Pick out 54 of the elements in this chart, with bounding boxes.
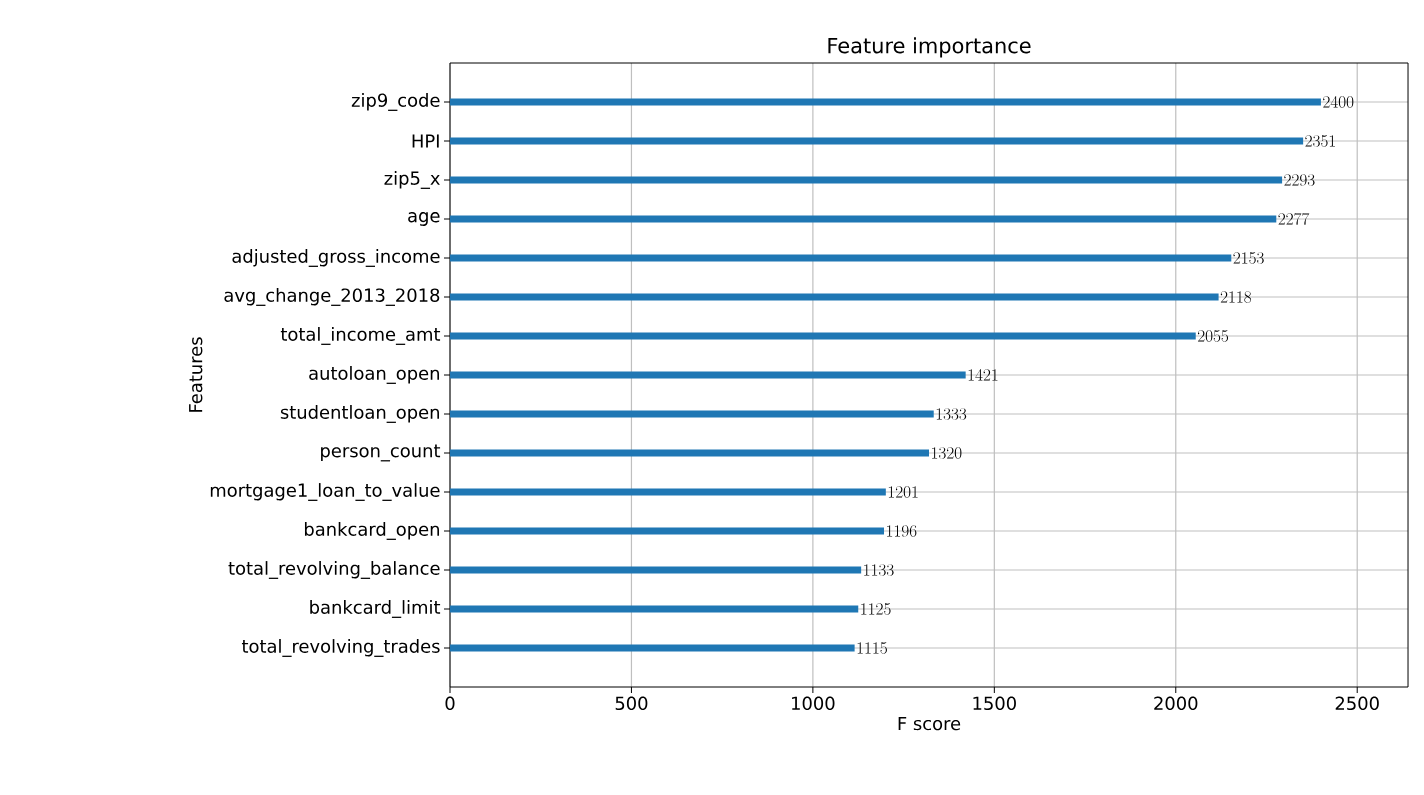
y-tick-label: total_revolving_trades <box>241 639 440 657</box>
bar <box>450 293 1219 301</box>
y-tick-label: person_count <box>321 444 441 462</box>
y-tick-label: autoloan_open <box>309 366 439 384</box>
y-tick-label: age <box>408 212 440 226</box>
y-tick-label: avg_change_2013_2018 <box>224 288 440 306</box>
data-label: 1421 <box>968 369 998 381</box>
data-label: 1333 <box>936 408 967 420</box>
bar <box>450 410 934 418</box>
data-label: 2118 <box>1220 291 1252 303</box>
y-axis-title: Features <box>189 337 203 412</box>
bar <box>450 254 1232 262</box>
data-label: 1133 <box>864 564 894 576</box>
bar <box>450 566 862 574</box>
x-tick-label: 1000 <box>792 696 835 711</box>
data-label: 2351 <box>1305 135 1335 147</box>
x-tick-label: 1500 <box>973 696 1016 711</box>
bar <box>450 98 1321 106</box>
bar <box>450 176 1283 184</box>
x-tick-label: 0 <box>445 696 455 711</box>
data-label: 2400 <box>1323 96 1354 108</box>
data-label: 1201 <box>888 486 918 498</box>
y-tick-label: zip9_code <box>351 93 440 111</box>
data-label: 1196 <box>887 525 917 537</box>
y-tick-label: adjusted_gross_income <box>232 249 440 267</box>
y-tick-label: total_revolving_balance <box>228 561 440 579</box>
data-label: 1115 <box>857 642 887 654</box>
data-label: 1125 <box>861 603 891 615</box>
data-label: 2153 <box>1233 252 1264 264</box>
y-tick-label: studentloan_open <box>280 405 439 423</box>
y-tick-label: HPI <box>412 134 439 148</box>
bar <box>450 332 1196 340</box>
x-tick-label: 2000 <box>1154 696 1198 711</box>
data-label: 2277 <box>1278 212 1310 225</box>
x-tick-label: 500 <box>615 696 648 711</box>
y-tick-label: bankcard_limit <box>310 600 441 618</box>
chart-title: Feature importance <box>828 37 1031 58</box>
y-tick-label: bankcard_open <box>304 522 439 540</box>
data-label: 2293 <box>1284 174 1315 186</box>
bar <box>450 605 859 613</box>
data-label: 1320 <box>932 447 962 459</box>
y-tick-label: mortgage1_loan_to_value <box>210 483 440 501</box>
y-tick-label: zip5_x <box>384 171 440 189</box>
x-axis-title: F score <box>898 716 961 731</box>
bar <box>450 371 966 379</box>
bar <box>450 644 855 652</box>
y-tick-label: total_income_amt <box>280 327 441 345</box>
bar <box>450 215 1277 223</box>
x-tick-label: 2500 <box>1335 696 1379 711</box>
bar <box>450 527 885 535</box>
bar <box>450 449 930 457</box>
bar <box>450 137 1304 145</box>
bar <box>450 488 886 496</box>
data-label: 2055 <box>1197 330 1229 342</box>
